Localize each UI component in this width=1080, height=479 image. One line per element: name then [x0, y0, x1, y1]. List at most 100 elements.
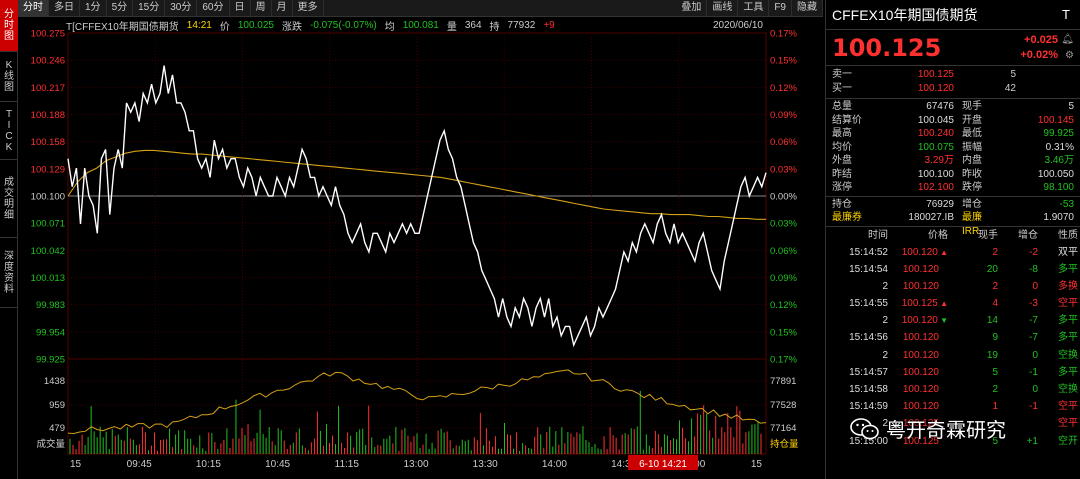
price-change: +0.025 — [1024, 34, 1058, 46]
trade-header-4: 性质 — [1058, 229, 1078, 241]
stat-label: 昨结 — [832, 168, 852, 180]
intraday-chart[interactable]: 100.275 0.17% 100.246 0.15% 100.217 0.12% 100.… — [18, 17, 823, 479]
trade-oi-change: 0 — [1032, 349, 1038, 361]
gear-icon[interactable]: ⚙ — [1065, 50, 1074, 61]
trade-row[interactable]: 15:14:52 100.120 ▲ 2 -2 双平 — [826, 244, 1080, 261]
trade-row[interactable]: 2 100.120 2 0 多换 — [826, 278, 1080, 295]
trade-nature: 空换 — [1058, 349, 1078, 361]
trade-row[interactable]: 15:14:58 100.120 2 0 空换 — [826, 381, 1080, 398]
trade-time: 15:14:59 — [849, 401, 888, 413]
period-tab-10[interactable]: 更多 — [293, 0, 324, 16]
trade-oi-change: 0 — [1032, 384, 1038, 395]
stat-row: 最高 100.240 最低 99.925 — [826, 127, 1080, 141]
oi-axis-label: 77528 — [770, 400, 796, 411]
stat-value: 0.31% — [1045, 141, 1074, 153]
trade-time: 2 — [882, 315, 888, 327]
order-book-label: 卖一 — [832, 69, 852, 80]
stat-value: 5 — [1068, 101, 1074, 112]
left-tab-3[interactable]: 成交明细 — [0, 160, 18, 238]
left-tab-0[interactable]: 分时图 — [0, 0, 18, 52]
trade-price: 100.120 ▼ — [901, 315, 948, 327]
trade-price: 100.120 — [902, 401, 939, 413]
trade-row[interactable]: 2 100.120 19 0 空换 — [826, 347, 1080, 364]
period-tab-8[interactable]: 周 — [251, 0, 272, 16]
trade-volume: 20 — [986, 263, 998, 275]
period-tab-5[interactable]: 30分 — [165, 0, 198, 16]
trade-header-0: 时间 — [868, 229, 888, 241]
trade-header-2: 现手 — [978, 229, 998, 241]
toolbar-button-4[interactable]: 隐藏 — [792, 0, 823, 16]
stat-label: 跌停 — [962, 182, 982, 193]
period-tab-1[interactable]: 多日 — [49, 0, 80, 16]
trade-row[interactable]: 2 100.125 空平 — [826, 415, 1080, 432]
period-tab-2[interactable]: 1分 — [80, 0, 107, 16]
trade-volume: 19 — [986, 349, 998, 361]
time-axis-label: 15 — [751, 459, 763, 470]
stat-value: 180027.IB — [908, 212, 954, 223]
toolbar-button-0[interactable]: 叠加 — [676, 0, 708, 16]
trade-oi-change: -8 — [1029, 263, 1038, 275]
time-axis-label: 13:30 — [473, 459, 498, 470]
pct-axis-label: 0.12% — [770, 300, 797, 311]
trade-row[interactable]: 15:15:00 100.125 5 +1 空开 — [826, 433, 1080, 450]
period-tab-6[interactable]: 60分 — [197, 0, 230, 16]
stat-value: 76929 — [926, 198, 954, 210]
trade-price: 100.120 — [902, 366, 939, 378]
info-volume: 364 — [464, 20, 482, 31]
trade-time: 15:14:56 — [849, 332, 888, 344]
trade-time: 15:14:54 — [849, 263, 888, 275]
toolbar-button-1[interactable]: 画线 — [707, 0, 739, 16]
price-axis-label: 99.983 — [36, 300, 65, 311]
stat-value: -53 — [1059, 198, 1074, 210]
trade-list[interactable]: 15:14:52 100.120 ▲ 2 -2 双平 15:14:54 100.120 20-… — [826, 244, 1080, 450]
trade-row[interactable]: 15:14:55 100.125 ▲ 4 -3 空平 — [826, 295, 1080, 312]
period-tab-9[interactable]: 月 — [272, 0, 293, 16]
time-axis-label: 09:45 — [127, 459, 152, 470]
quote-title-bar: CFFEX10年期国债期货 T — [826, 0, 1080, 30]
period-tab-7[interactable]: 日 — [230, 0, 251, 16]
toolbar-button-3[interactable]: F9 — [769, 0, 792, 16]
trade-price: 100.120 — [902, 349, 939, 361]
trade-price: 100.120 — [902, 384, 939, 395]
toolbar-button-2[interactable]: 工具 — [738, 0, 770, 16]
left-tab-4[interactable]: 深度资料 — [0, 238, 18, 308]
trade-row[interactable]: 15:14:56 100.120 9 -7 多平 — [826, 329, 1080, 346]
period-tab-0[interactable]: 分时 — [18, 0, 49, 16]
bell-icon[interactable]: 🔔︎ — [1061, 34, 1074, 45]
stat-label: 增仓 — [962, 198, 982, 210]
order-book-label: 买一 — [832, 83, 852, 94]
price-axis-label: 100.071 — [31, 219, 65, 230]
price-axis-label: 100.188 — [31, 110, 65, 121]
stat-row: 持仓 76929 增仓 -53 — [826, 198, 1080, 212]
stat-value: 100.050 — [1037, 168, 1074, 180]
volume-axis-label: 959 — [49, 400, 65, 411]
stat-row: 均价 100.075 振幅 0.31% — [826, 141, 1080, 155]
trade-row[interactable]: 15:14:54 100.120 20 -8 多平 — [826, 261, 1080, 278]
trade-oi-change: -2 — [1029, 246, 1038, 258]
trade-row[interactable]: 15:14:57 100.120 5 -1 多平 — [826, 364, 1080, 381]
period-tab-4[interactable]: 15分 — [133, 0, 166, 16]
trade-row[interactable]: 2 100.120 ▼ 14 -7 多平 — [826, 312, 1080, 329]
stat-label: 持仓 — [832, 198, 852, 210]
trade-row[interactable]: 15:14:59 100.120 1 -1 空平 — [826, 398, 1080, 415]
pct-axis-label: 0.12% — [770, 83, 797, 94]
arrow-up-icon: ▲ — [937, 247, 948, 257]
quote-title: CFFEX10年期国债期货 — [832, 6, 978, 23]
trade-oi-change: -7 — [1029, 332, 1038, 344]
stat-label: 总量 — [832, 101, 852, 112]
price-axis-label: 100.158 — [31, 137, 65, 148]
crosshair-time-label: 6-10 14:21 — [639, 459, 687, 470]
trade-nature: 双平 — [1058, 246, 1078, 258]
period-tab-3[interactable]: 5分 — [107, 0, 134, 16]
time-axis-label: 14:00 — [542, 459, 567, 470]
chart-info-line: T[CFFEX10年期国债期货 14:21 价 100.025 涨跌 -0.07… — [18, 17, 823, 34]
info-time: 14:21 — [186, 20, 212, 31]
trade-price: 100.125 ▲ — [901, 298, 948, 310]
trade-time: 2 — [882, 349, 888, 361]
info-avg-label: 均 — [384, 22, 395, 33]
trade-nature: 多平 — [1058, 332, 1078, 344]
time-axis-label: 10:45 — [265, 459, 290, 470]
stat-row: 昨结 100.100 昨收 100.050 — [826, 168, 1080, 182]
